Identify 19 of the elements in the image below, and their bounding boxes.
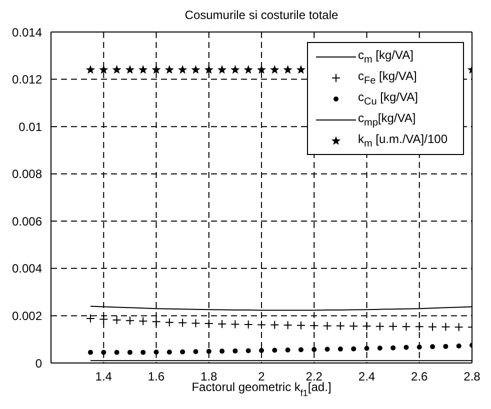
legend-label: c$_{m}$ [kg/VA] <box>358 48 414 66</box>
legend-label: c$_{mp}$[kg/VA] <box>358 110 416 128</box>
x-tick-label: 2.6 <box>411 370 428 384</box>
x-tick-label: 2.8 <box>464 370 481 384</box>
y-tick-label: 0.012 <box>12 72 42 87</box>
x-tick-label: 1.4 <box>95 370 112 384</box>
y-tick-label: 0 <box>35 356 42 370</box>
y-tick-label: 0.004 <box>12 262 42 276</box>
y-tick-label: 0.014 <box>12 25 42 40</box>
y-tick-label: 0.006 <box>12 214 42 228</box>
legend-label: c$_{Fe}$ [kg/VA] <box>358 68 417 86</box>
y-tick-label: 0.002 <box>12 308 42 323</box>
y-tick-label: 0.008 <box>12 167 42 182</box>
legend-label: k$_{m}$ [u.m./VA]/100 <box>358 132 448 150</box>
chart-title: Cosumurile si costurile totale <box>184 8 339 22</box>
y-tick-label: 0.01 <box>18 120 42 134</box>
legend-label: c$_{Cu}$ [kg/VA] <box>358 90 418 108</box>
x-tick-label: 1.6 <box>148 370 165 384</box>
x-tick-label: 2.4 <box>358 370 376 384</box>
